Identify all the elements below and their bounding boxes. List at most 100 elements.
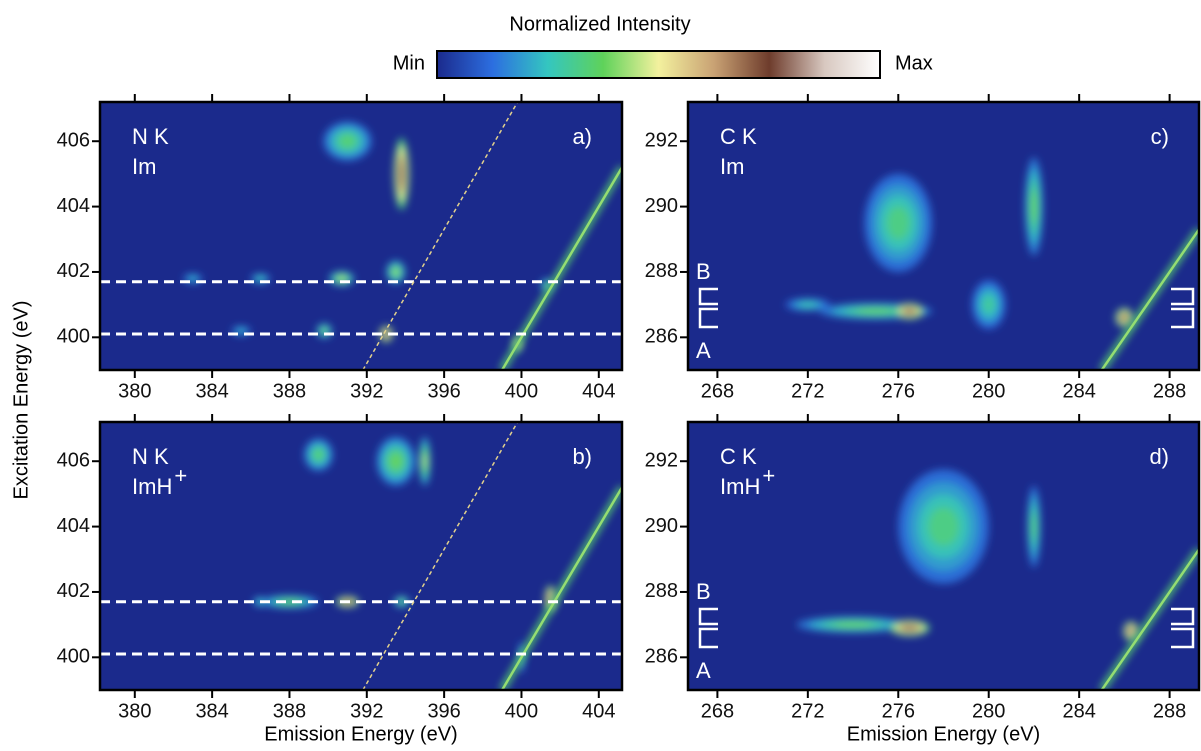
intensity-spot xyxy=(833,621,873,628)
heatmap xyxy=(688,102,1199,370)
y-tick-label: 406 xyxy=(57,130,90,152)
panel-tag: d) xyxy=(1149,444,1169,469)
intensity-spot xyxy=(257,276,264,281)
x-tick-label: 276 xyxy=(882,700,915,722)
panel-frame xyxy=(98,420,624,692)
x-tick-label: 280 xyxy=(972,380,1005,402)
y-tick-label: 286 xyxy=(645,646,678,668)
intensity-spot xyxy=(237,329,245,333)
x-tick-label: 404 xyxy=(582,700,615,722)
intensity-spot xyxy=(928,507,959,547)
heatmap-features xyxy=(796,469,1140,641)
intensity-spot xyxy=(189,276,197,281)
x-axis-title: Emission Energy (eV) xyxy=(264,723,457,745)
x-tick-label: 272 xyxy=(791,380,824,402)
bracket xyxy=(1171,287,1195,306)
heatmap xyxy=(688,422,1199,690)
sample-label: ImH xyxy=(132,474,172,499)
intensity-spot xyxy=(422,452,427,470)
y-tick-label: 290 xyxy=(645,515,678,537)
intensity-spot xyxy=(398,161,405,187)
y-tick-label: 290 xyxy=(645,195,678,217)
y-tick-label: 400 xyxy=(57,326,90,348)
panel-label: C K xyxy=(720,444,757,469)
intensity-spot xyxy=(313,449,324,461)
heatmap xyxy=(100,102,622,370)
elastic-line xyxy=(501,486,622,690)
y-tick-label: 288 xyxy=(645,260,678,282)
intensity-spot xyxy=(392,268,400,276)
intensity-spot xyxy=(544,282,549,288)
bracket xyxy=(698,307,718,329)
bracket xyxy=(698,627,718,649)
colorbar-min: Min xyxy=(393,52,425,74)
x-tick-label: 268 xyxy=(701,700,734,722)
intensity-spot xyxy=(398,599,405,604)
intensity-spot xyxy=(982,296,995,313)
guide-line xyxy=(362,422,519,690)
guide-line xyxy=(362,102,519,370)
marker-label: A xyxy=(696,658,711,683)
panel-tag: b) xyxy=(572,444,592,469)
sample-label: Im xyxy=(132,154,156,179)
intensity-spot xyxy=(337,275,346,281)
intensity-spot xyxy=(902,625,917,631)
y-tick-label: 292 xyxy=(645,450,678,472)
x-tick-label: 276 xyxy=(882,380,915,402)
bracket xyxy=(698,607,718,626)
intensity-spot xyxy=(1031,512,1037,541)
heatmap-background xyxy=(100,422,622,690)
intensity-spot xyxy=(339,134,356,148)
y-tick-label: 286 xyxy=(645,326,678,348)
x-tick-label: 392 xyxy=(350,380,383,402)
x-tick-label: 384 xyxy=(195,700,228,722)
x-tick-label: 272 xyxy=(791,700,824,722)
y-tick-label: 404 xyxy=(57,195,90,217)
intensity-spot xyxy=(321,328,327,334)
bracket xyxy=(1171,607,1195,626)
panel-label: N K xyxy=(132,444,169,469)
colorbar-title: Normalized Intensity xyxy=(509,13,690,35)
intensity-spot xyxy=(389,452,403,470)
elastic-line xyxy=(1100,548,1199,690)
y-tick-label: 402 xyxy=(57,260,90,282)
bracket xyxy=(1171,307,1195,329)
sample-label: Im xyxy=(720,154,744,179)
intensity-spot xyxy=(800,302,816,307)
intensity-spot xyxy=(904,308,915,314)
bracket xyxy=(698,287,718,306)
intensity-spot xyxy=(886,206,910,240)
y-tick-label: 406 xyxy=(57,450,90,472)
sample-superscript: + xyxy=(174,463,187,488)
x-tick-label: 288 xyxy=(1153,700,1186,722)
elastic-line xyxy=(1100,228,1199,370)
heatmap-features xyxy=(252,436,557,674)
x-tick-label: 388 xyxy=(273,700,306,722)
panel-tag: c) xyxy=(1151,124,1169,149)
y-tick-label: 288 xyxy=(645,580,678,602)
sample-superscript: + xyxy=(762,463,775,488)
x-tick-label: 284 xyxy=(1062,380,1095,402)
x-tick-label: 284 xyxy=(1062,700,1095,722)
marker-label: B xyxy=(696,259,711,284)
panel-frame xyxy=(686,420,1201,692)
x-tick-label: 388 xyxy=(273,380,306,402)
panel-tag: a) xyxy=(572,124,592,149)
intensity-spot xyxy=(856,308,895,314)
x-axis-title: Emission Energy (eV) xyxy=(847,723,1040,745)
x-tick-label: 396 xyxy=(427,700,460,722)
intensity-spot xyxy=(1030,189,1038,224)
x-tick-label: 384 xyxy=(195,380,228,402)
x-tick-label: 404 xyxy=(582,380,615,402)
x-tick-label: 380 xyxy=(118,380,151,402)
intensity-spot xyxy=(1121,314,1128,322)
panel-label: C K xyxy=(720,124,757,149)
y-tick-label: 292 xyxy=(645,130,678,152)
heatmap-features xyxy=(785,157,1134,330)
x-tick-label: 396 xyxy=(427,380,460,402)
y-tick-label: 402 xyxy=(57,580,90,602)
y-tick-label: 400 xyxy=(57,646,90,668)
marker-label: A xyxy=(696,338,711,363)
